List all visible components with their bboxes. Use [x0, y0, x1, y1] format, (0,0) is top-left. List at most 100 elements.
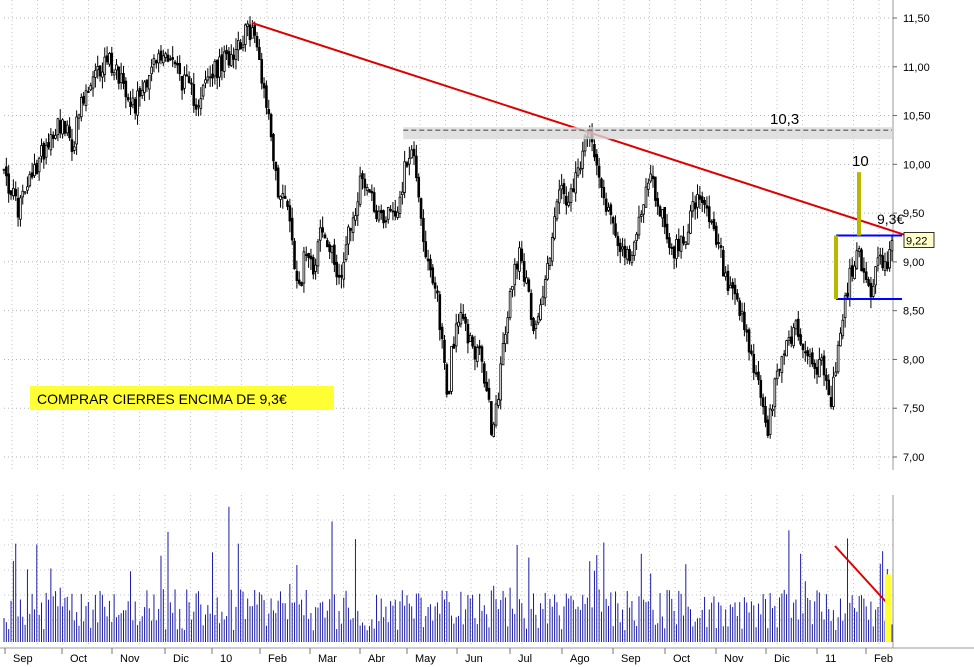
candle-body — [159, 50, 163, 61]
candle-body — [429, 258, 432, 271]
candle-body — [117, 66, 121, 84]
candle-body — [16, 197, 20, 218]
candle-body — [328, 244, 331, 253]
candle-body — [220, 54, 224, 72]
candle-body — [553, 216, 556, 239]
candle-body — [520, 248, 524, 262]
candle-body — [110, 52, 114, 73]
price-tick-label: 10,50 — [903, 111, 931, 123]
candle-body — [370, 190, 374, 194]
candle-body — [171, 57, 174, 60]
candle-body — [658, 206, 662, 217]
candle-body — [248, 24, 252, 41]
candle-body — [147, 75, 151, 90]
candle-body — [398, 196, 402, 214]
candle-body — [759, 379, 763, 398]
candle-body — [340, 275, 343, 278]
candle-body — [684, 241, 688, 246]
candle-body — [124, 80, 128, 98]
candle-body — [785, 340, 788, 357]
candle-body — [738, 300, 742, 316]
candle-body — [164, 53, 167, 58]
resistance-label: 10,3 — [770, 111, 799, 128]
candle-body — [61, 119, 64, 135]
candle-body — [80, 97, 83, 118]
candle-body — [782, 353, 786, 356]
candle-body — [40, 145, 43, 157]
candle-body — [438, 294, 442, 330]
candle-body — [72, 146, 76, 151]
candle-body — [614, 223, 617, 236]
candle-body — [789, 336, 793, 344]
candle-body — [51, 134, 55, 140]
candle-body — [818, 358, 821, 378]
candle-body — [300, 282, 303, 287]
candle-body — [351, 217, 355, 233]
candle-body — [525, 277, 528, 284]
candle-body — [808, 354, 812, 357]
candle-body — [445, 364, 449, 395]
time-tick-label: Ago — [570, 653, 590, 665]
candle-body — [853, 265, 856, 279]
candle-body — [426, 258, 430, 262]
candle-body — [625, 249, 629, 260]
candle-body — [213, 60, 217, 77]
candle-body — [579, 168, 582, 171]
candle-body — [696, 194, 699, 208]
candle-body — [253, 25, 257, 36]
candle-body — [136, 90, 139, 116]
candle-body — [806, 350, 809, 357]
candle-body — [654, 176, 657, 201]
candle-body — [719, 245, 723, 248]
candle-body — [424, 241, 428, 258]
candle-body — [766, 419, 770, 436]
candle-body — [855, 250, 859, 269]
candle-body — [796, 318, 800, 337]
candle-body — [768, 408, 772, 435]
candle-body — [190, 82, 193, 85]
candle-body — [541, 296, 545, 305]
candle-body — [518, 247, 521, 272]
candle-body — [815, 366, 819, 375]
candle-body — [356, 201, 360, 216]
candle-body — [675, 239, 678, 259]
breakout-label: 9,3€ — [877, 211, 904, 227]
candle-body — [229, 54, 233, 66]
candle-body — [548, 257, 552, 266]
candle-body — [405, 162, 409, 167]
candle-body — [154, 60, 158, 64]
candle-body — [281, 193, 285, 198]
candle-body — [372, 192, 376, 212]
candle-body — [724, 272, 727, 277]
candle-body — [133, 98, 137, 114]
candle-body — [494, 403, 498, 426]
time-tick-label: Dic — [774, 653, 790, 665]
candle-body — [607, 206, 610, 211]
candle-body — [342, 261, 346, 280]
candle-body — [836, 344, 840, 373]
candle-body — [326, 240, 329, 248]
candle-body — [180, 76, 184, 91]
candle-body — [192, 83, 196, 106]
candle-body — [649, 173, 652, 182]
candle-body — [42, 142, 46, 160]
candle-body — [792, 327, 795, 347]
candle-body — [333, 244, 336, 265]
candle-body — [37, 157, 41, 173]
candle-body — [637, 216, 641, 236]
candle-body — [529, 292, 533, 320]
candle-body — [618, 242, 622, 252]
candle-body — [75, 116, 78, 145]
candle-body — [794, 320, 798, 330]
time-tick-label: 10 — [220, 653, 232, 665]
candle-body — [722, 249, 725, 277]
candle-body — [848, 267, 852, 300]
candle-body — [825, 374, 828, 381]
price-tick-label: 10,00 — [903, 159, 931, 171]
candle-body — [754, 372, 758, 375]
candle-body — [101, 71, 104, 78]
candle-body — [330, 246, 334, 254]
candle-body — [700, 196, 704, 204]
candle-body — [736, 293, 739, 300]
